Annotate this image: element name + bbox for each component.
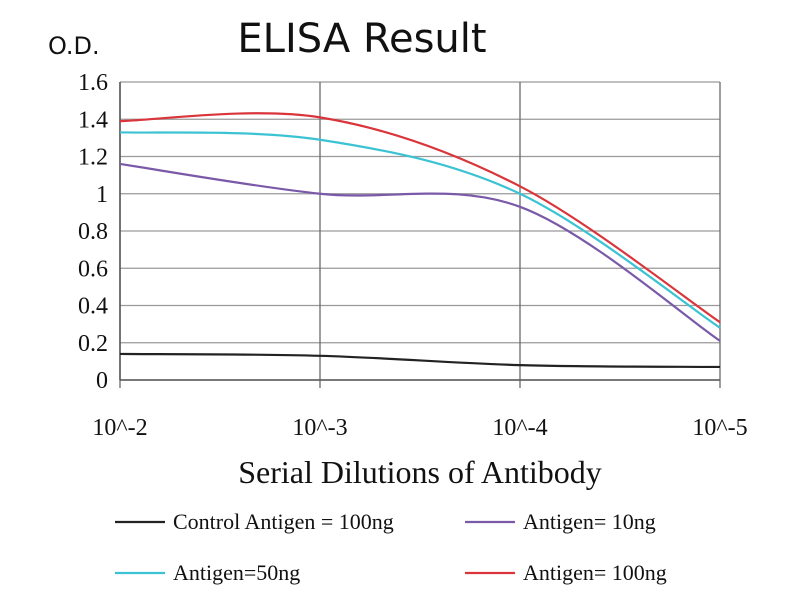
legend: Control Antigen = 100ng Antigen= 10ng Anti… [115, 509, 667, 585]
legend-label: Antigen= 10ng [523, 509, 656, 534]
x-tick-label: 10^-2 [92, 415, 147, 441]
y-tick-label: 0.4 [78, 294, 108, 320]
series-line-2 [119, 131, 721, 329]
series-line-1 [119, 162, 721, 342]
y-tick-labels: 0 0.2 0.4 0.6 0.8 1 1.2 1.4 1.6 [78, 70, 108, 394]
y-tick-label: 1 [96, 182, 108, 208]
x-tick-label: 10^-4 [492, 415, 547, 441]
y-tick-label: 0.8 [78, 219, 108, 245]
y-tick-label: 1.2 [78, 145, 108, 171]
series-line-3 [119, 112, 721, 324]
legend-label: Antigen=50ng [173, 560, 300, 585]
x-tick-label: 10^-5 [692, 415, 747, 441]
legend-label: Antigen= 100ng [523, 560, 667, 585]
axes [119, 82, 720, 381]
legend-label: Control Antigen = 100ng [173, 509, 394, 534]
y-tick-label: 0.6 [78, 256, 108, 282]
x-axis-label: Serial Dilutions of Antibody [238, 454, 602, 490]
y-tick-label: 1.6 [78, 70, 108, 96]
x-tick-labels: 10^-2 10^-3 10^-4 10^-5 [92, 415, 747, 441]
y-tick-label: 0.2 [78, 331, 108, 357]
y-axis-label: O.D. [48, 32, 100, 60]
y-tick-label: 0 [96, 368, 108, 394]
plot-area: 00.20.40.60.811.21.41.6 10^-2 10^-3 10^-4 1… [78, 70, 748, 441]
series-lines [119, 112, 721, 369]
y-tick-label: 1.4 [78, 107, 108, 133]
chart-title: ELISA Result [237, 16, 486, 62]
x-tick-label: 10^-3 [292, 415, 347, 441]
series-line-0 [119, 352, 721, 369]
